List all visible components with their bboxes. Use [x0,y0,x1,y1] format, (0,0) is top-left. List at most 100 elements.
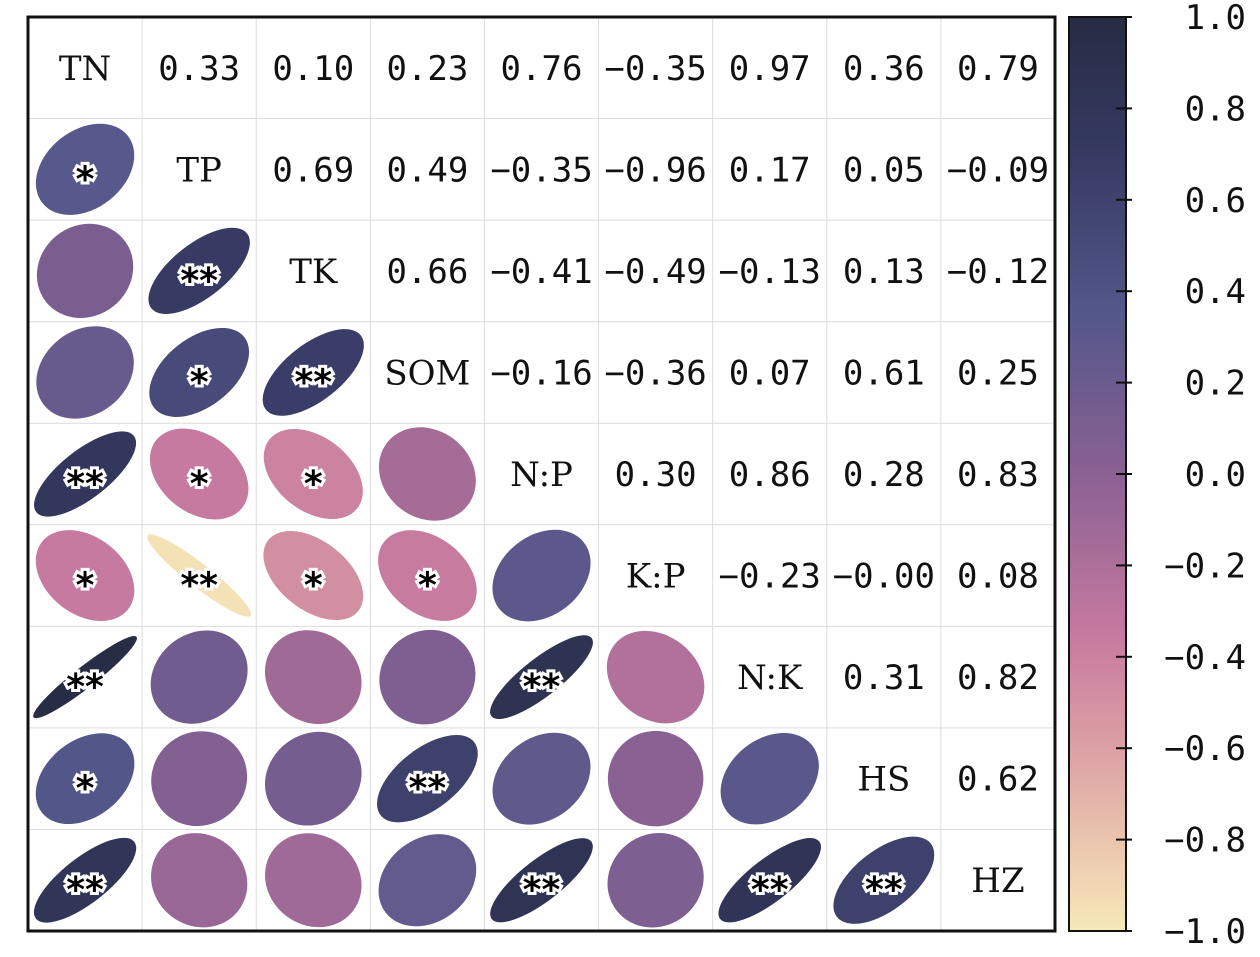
coefficient-label: 0.10 [272,49,354,89]
colorbar-tick-label: −0.2 [1164,546,1246,586]
coefficient-label: 0.66 [386,252,468,292]
correlation-ellipse [378,427,476,521]
significance-marker: ** [180,566,218,607]
coefficient-label: 0.61 [843,353,925,393]
colorbar-tick-label: −0.8 [1164,821,1246,861]
correlation-ellipse [147,534,252,617]
ellipse-layer [33,123,935,928]
coefficient-label: −0.41 [490,252,592,292]
correlation-ellipse [34,431,137,517]
coefficient-label: 0.08 [957,557,1039,597]
correlation-ellipse [607,833,704,928]
correlation-ellipse [720,732,819,825]
coefficient-label: −0.36 [604,353,706,393]
colorbar-tick-label: −0.4 [1164,638,1246,678]
coefficient-label: 0.17 [729,150,811,190]
correlation-ellipse [379,629,476,725]
colorbar-tick-label: 0.6 [1185,181,1246,221]
significance-marker: ** [66,870,104,911]
correlation-ellipse [264,731,362,826]
significance-marker: ** [409,769,447,810]
variable-label: N:P [510,455,573,495]
correlation-ellipse [492,732,591,825]
variable-label: HS [857,760,910,800]
coefficient-label: 0.31 [843,658,925,698]
grid-lines [28,17,1055,931]
correlation-ellipse [263,428,363,520]
correlation-ellipse [33,837,137,923]
correlation-ellipse [35,530,135,621]
coefficient-label: 0.36 [843,49,925,89]
significance-marker: * [76,566,95,607]
significance-marker: * [304,464,323,505]
coefficient-label: −0.12 [947,252,1049,292]
coefficient-label: 0.28 [843,455,925,495]
coefficient-label: −0.23 [719,557,821,597]
correlation-ellipse [607,730,704,827]
significance-marker: ** [66,667,104,708]
variable-label: N:K [737,658,803,698]
correlation-ellipse [492,529,591,622]
significance-marker: ** [523,870,561,911]
coefficient-label: 0.62 [957,760,1039,800]
coefficient-label: 0.30 [615,455,697,495]
colorbar-tick-label: −0.6 [1164,729,1246,769]
coefficient-label: 0.25 [957,353,1039,393]
correlation-ellipse [36,223,134,318]
variable-label: TN [59,49,111,89]
coefficient-label: 0.33 [158,49,240,89]
coefficient-label: 0.07 [729,353,811,393]
significance-marker: ** [751,870,789,911]
variable-label: K:P [626,557,686,597]
colorbar-tick-label: 0.4 [1185,272,1246,312]
coefficient-label: −0.00 [833,557,935,597]
colorbar-tick-label: 1.0 [1185,0,1246,38]
variable-label: TP [176,150,222,190]
correlation-ellipse [490,838,593,923]
significance-marker: ** [66,464,104,505]
correlation-ellipse [263,531,364,621]
significance-marker: ** [865,870,903,911]
coefficient-label: 0.49 [386,150,468,190]
correlation-ellipse [377,735,478,823]
variable-label: SOM [384,353,470,393]
correlation-ellipse [490,635,593,719]
significance-marker: ** [294,362,332,403]
significance-marker: ** [523,667,561,708]
significance-marker: * [190,362,209,403]
coefficient-label: −0.35 [490,150,592,190]
significance-marker: * [304,566,323,607]
coefficient-label: −0.16 [490,353,592,393]
correlation-ellipse [262,329,364,416]
correlation-ellipse [33,636,137,719]
correlation-ellipse [35,733,135,825]
correlation-ellipse [149,327,250,417]
coefficient-label: −0.13 [719,252,821,292]
significance-marker: ** [180,261,218,302]
coefficient-label: −0.09 [947,150,1049,190]
correlation-ellipse [378,834,477,927]
colorbar: 1.0 0.8 0.6 0.4 0.2 0.0 −0.2 −0.4 −0.6 −0.8 −1.0 [1068,0,1246,952]
significance-marker: * [190,464,209,505]
coefficient-label: 0.86 [729,455,811,495]
coefficient-label: 0.97 [729,49,811,89]
correlation-ellipse [265,833,362,928]
correlation-ellipse [151,833,248,928]
correlation-ellipse [378,530,477,621]
correlation-ellipse [35,123,135,215]
correlation-ellipse [264,630,362,725]
colorbar-tick-label: 0.0 [1185,455,1246,495]
significance-marker: * [76,159,95,200]
colorbar-tick-label: 0.8 [1185,89,1246,129]
significance-marker: * [76,769,95,810]
coefficient-label: −0.35 [604,49,706,89]
correlation-ellipse [36,326,134,419]
coefficient-label: 0.23 [386,49,468,89]
variable-label: HZ [971,861,1024,901]
correlation-ellipse [833,836,935,924]
correlation-ellipse [148,227,250,314]
correlation-ellipse [150,630,248,724]
colorbar-tick-label: −1.0 [1164,912,1246,952]
label-layer: TN 0.33 0.10 0.23 0.76 −0.35 0.97 0.36 0.79 * TP 0.… [59,49,1049,914]
